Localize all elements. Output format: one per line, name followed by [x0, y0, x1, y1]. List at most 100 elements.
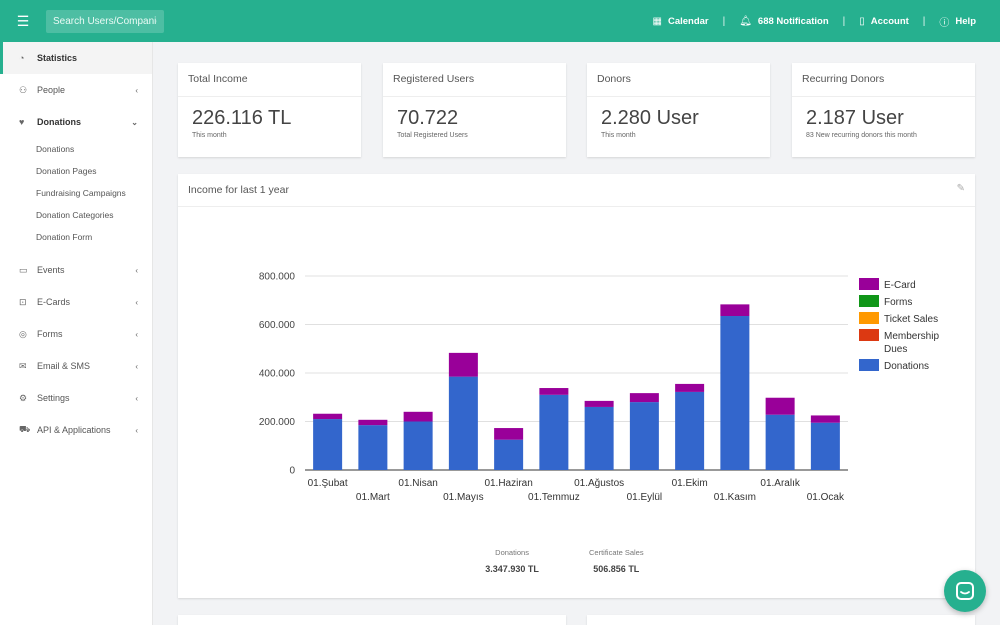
- x-tick-label: 01.Kasım: [714, 492, 756, 503]
- ecard-icon: ⊡: [19, 296, 27, 307]
- stat-card-subtitle: This month: [192, 132, 227, 139]
- bar-segment: [720, 316, 750, 470]
- bar-segment: [494, 439, 524, 470]
- total-value: 506.856 TL: [593, 564, 640, 574]
- bar-segment: [810, 415, 840, 423]
- y-tick-label: 400.000: [259, 369, 296, 380]
- sidebar-subitem-donation-pages[interactable]: Donation Pages: [36, 166, 97, 176]
- sidebar-item-label: Settings: [37, 393, 70, 403]
- stat-card-value: 2.280 User: [601, 107, 699, 129]
- sidebar: ◔ Statistics ⚇ People ‹ ♥ Donations ⌄ Do…: [0, 42, 153, 625]
- search-input[interactable]: [46, 9, 164, 33]
- notifications-link[interactable]: 🔔︎ 688 Notification: [739, 16, 828, 27]
- chevron-left-icon: ‹: [135, 297, 138, 307]
- chevron-left-icon: ‹: [135, 329, 138, 339]
- stat-card-title: Total Income: [178, 63, 361, 97]
- help-link[interactable]: ⓘ Help: [939, 14, 976, 29]
- stat-card-title: Donors: [587, 63, 770, 97]
- help-icon: ⓘ: [939, 17, 950, 29]
- bar-segment: [539, 388, 569, 395]
- legend-label: Ticket Sales: [884, 314, 938, 325]
- x-tick-label: 01.Ağustos: [574, 478, 624, 489]
- income-chart-card: Income for last 1 year ✎ 0 200.000 400.000…: [178, 174, 975, 598]
- sidebar-item-email-sms[interactable]: ✉ Email & SMS ‹: [0, 350, 152, 382]
- stat-card-total-income: Total Income 226.116 TL This month: [178, 63, 361, 157]
- sidebar-item-label: People: [37, 85, 66, 95]
- calendar-link[interactable]: ▦ Calendar: [653, 16, 709, 27]
- bar-segment: [629, 393, 659, 403]
- sidebar-item-settings[interactable]: ⚙ Settings ‹: [0, 382, 152, 414]
- stat-card-subtitle: 83 New recurring donors this month: [806, 132, 917, 139]
- chevron-left-icon: ‹: [135, 265, 138, 275]
- account-link[interactable]: ▯ Account: [859, 16, 909, 27]
- heart-icon: ♥: [19, 117, 25, 127]
- cart-icon: ⛟: [19, 424, 31, 434]
- stat-card-value: 70.722: [397, 107, 459, 129]
- x-tick-label: 01.Haziran: [484, 478, 532, 489]
- events-icon: ▭: [19, 264, 28, 275]
- sidebar-item-events[interactable]: ▭ Events ‹: [0, 254, 152, 286]
- forms-icon: ◎: [19, 328, 27, 339]
- sidebar-subitem-donations[interactable]: Donations: [36, 144, 75, 154]
- x-tick-label: 01.Ekim: [672, 478, 708, 489]
- total-label: Certificate Sales: [589, 548, 644, 557]
- sidebar-item-api-applications[interactable]: ⛟ API & Applications ‹: [0, 414, 152, 446]
- bar-segment: [494, 428, 524, 440]
- sidebar-subitem-fundraising-campaigns[interactable]: Fundraising Campaigns: [36, 188, 126, 198]
- total-certificate-sales: Certificate Sales 506.856 TL: [589, 548, 644, 574]
- bar-segment: [448, 376, 478, 470]
- x-tick-label: 01.Aralık: [760, 478, 800, 489]
- sidebar-subitem-donation-form[interactable]: Donation Form: [36, 232, 93, 242]
- y-tick-label: 800.000: [259, 272, 296, 283]
- sidebar-item-statistics[interactable]: ◔ Statistics: [0, 42, 152, 74]
- stat-card-title: Recurring Donors: [792, 63, 975, 97]
- legend-label: E-Card: [884, 280, 916, 291]
- stat-card-value: 226.116 TL: [192, 107, 292, 129]
- bar-segment: [765, 414, 795, 470]
- y-tick-label: 600.000: [259, 320, 296, 331]
- account-icon: ▯: [859, 15, 865, 27]
- x-tick-label: 01.Mart: [356, 492, 390, 503]
- bar-segment: [629, 402, 659, 470]
- mail-icon: ✉: [19, 360, 27, 371]
- sidebar-subitem-donation-categories[interactable]: Donation Categories: [36, 210, 114, 220]
- y-tick-label: 200.000: [259, 417, 296, 428]
- legend-label: Forms: [884, 297, 912, 308]
- stat-card-registered-users: Registered Users 70.722 Total Registered…: [383, 63, 566, 157]
- help-label: Help: [955, 15, 976, 27]
- stat-card-title: Registered Users: [383, 63, 566, 97]
- pencil-icon[interactable]: ✎: [956, 183, 965, 194]
- bar-segment: [358, 425, 388, 470]
- total-value: 3.347.930 TL: [485, 564, 539, 574]
- sidebar-item-label: API & Applications: [37, 425, 111, 435]
- bar-segment: [584, 400, 614, 407]
- calendar-label: Calendar: [667, 15, 709, 27]
- legend-swatch: [859, 359, 879, 371]
- bar-segment: [720, 304, 750, 317]
- sidebar-item-forms[interactable]: ◎ Forms ‹: [0, 318, 152, 350]
- sidebar-item-label: Forms: [37, 329, 63, 339]
- sidebar-item-label: Statistics: [37, 53, 78, 63]
- x-tick-label: 01.Temmuz: [528, 492, 580, 503]
- bar-segment: [810, 422, 840, 470]
- bar-segment: [584, 406, 614, 470]
- chevron-left-icon: ‹: [135, 425, 138, 435]
- chevron-left-icon: ‹: [135, 393, 138, 403]
- stat-card-recurring-donors: Recurring Donors 2.187 User 83 New recur…: [792, 63, 975, 157]
- sidebar-item-donations[interactable]: ♥ Donations ⌄: [0, 106, 152, 138]
- dashboard-icon: ◔: [19, 53, 25, 63]
- chat-button[interactable]: [944, 570, 986, 612]
- bar-segment: [313, 413, 343, 420]
- sidebar-item-people[interactable]: ⚇ People ‹: [0, 74, 152, 106]
- y-tick-label: 0: [289, 466, 295, 477]
- nav-separator: |: [922, 15, 926, 27]
- x-tick-label: 01.Şubat: [308, 478, 348, 489]
- x-tick-label: 01.Mayıs: [443, 492, 484, 503]
- menu-icon[interactable]: ☰: [16, 12, 30, 29]
- chevron-down-icon: ⌄: [131, 117, 138, 127]
- sidebar-item-ecards[interactable]: ⊡ E-Cards ‹: [0, 286, 152, 318]
- stat-card-value: 2.187 User: [806, 107, 904, 129]
- x-tick-label: 01.Ocak: [807, 492, 845, 503]
- people-icon: ⚇: [19, 84, 28, 95]
- legend-swatch: [859, 329, 879, 341]
